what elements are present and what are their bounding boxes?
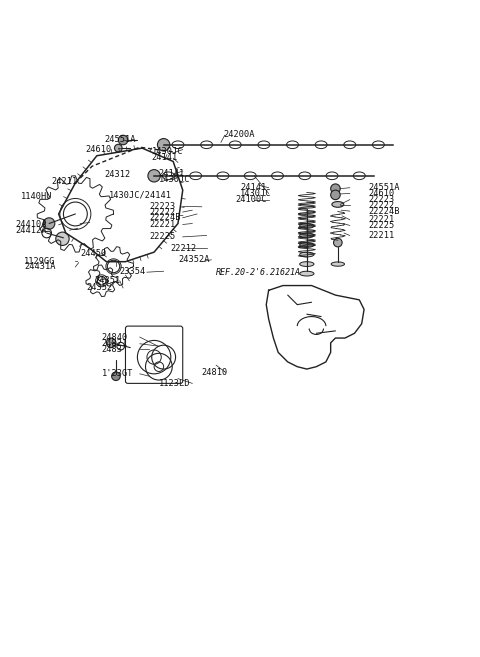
Ellipse shape (300, 271, 314, 276)
Text: 24431A: 24431A (24, 262, 56, 271)
Circle shape (157, 139, 170, 151)
Text: 22223: 22223 (369, 195, 395, 204)
Text: 24840: 24840 (102, 332, 128, 342)
Text: 24141: 24141 (159, 169, 185, 178)
Text: REF.20-2'6.21621A: REF.20-2'6.21621A (216, 267, 301, 277)
Text: 24352A: 24352A (178, 256, 209, 264)
Text: 1129GG: 1129GG (24, 257, 56, 265)
Text: 24100C: 24100C (235, 195, 267, 204)
Text: 24352: 24352 (86, 283, 113, 292)
Circle shape (148, 170, 160, 182)
Text: 22212: 22212 (171, 244, 197, 253)
Circle shape (43, 217, 55, 229)
Ellipse shape (331, 262, 345, 266)
Text: 22224B: 22224B (369, 206, 400, 215)
Text: 24610: 24610 (85, 145, 111, 154)
Ellipse shape (300, 261, 314, 267)
Text: 1430JC/24141: 1430JC/24141 (109, 191, 172, 199)
Text: 1'23GT: 1'23GT (102, 369, 133, 378)
Text: 22223: 22223 (149, 202, 176, 211)
Circle shape (56, 232, 69, 246)
Text: 1430JC: 1430JC (152, 147, 183, 156)
Text: 24141: 24141 (152, 153, 178, 162)
Text: 22221: 22221 (369, 215, 395, 224)
Circle shape (107, 338, 116, 348)
Text: 1430JC: 1430JC (159, 175, 191, 183)
Text: 22225: 22225 (149, 233, 176, 241)
Text: 22211: 22211 (369, 231, 395, 240)
Text: 24412A: 24412A (16, 226, 47, 235)
Text: 24410A: 24410A (16, 220, 47, 229)
Ellipse shape (300, 242, 314, 248)
Text: 24610: 24610 (369, 189, 395, 198)
Text: 24312: 24312 (104, 170, 130, 179)
Text: 1140HU: 1140HU (21, 192, 52, 201)
Text: 24821: 24821 (102, 339, 128, 348)
Circle shape (331, 190, 340, 200)
Text: 24551A: 24551A (369, 183, 400, 193)
Circle shape (112, 372, 120, 380)
Text: 24200A: 24200A (223, 130, 255, 139)
Text: 24211: 24211 (51, 177, 78, 186)
Circle shape (118, 135, 128, 145)
Text: 1123LD: 1123LD (159, 379, 191, 388)
Circle shape (331, 184, 340, 193)
Ellipse shape (332, 202, 344, 208)
Text: 22222: 22222 (369, 201, 395, 210)
Text: 22225: 22225 (369, 221, 395, 230)
Text: 24141: 24141 (240, 183, 266, 193)
Text: 1430JC: 1430JC (240, 189, 272, 198)
Text: 22222: 22222 (149, 208, 176, 217)
Text: 22221: 22221 (149, 220, 176, 229)
Text: 22224B: 22224B (149, 214, 181, 222)
Circle shape (115, 145, 122, 152)
Circle shape (334, 238, 342, 247)
Text: 24810: 24810 (202, 368, 228, 377)
Ellipse shape (300, 233, 314, 238)
Text: 24450: 24450 (80, 248, 107, 258)
Text: 2483': 2483' (102, 345, 128, 354)
Ellipse shape (300, 252, 314, 257)
Text: 24551A: 24551A (104, 135, 135, 145)
Text: 23354: 23354 (120, 267, 146, 276)
Ellipse shape (300, 223, 314, 228)
Text: 24351: 24351 (95, 277, 120, 285)
